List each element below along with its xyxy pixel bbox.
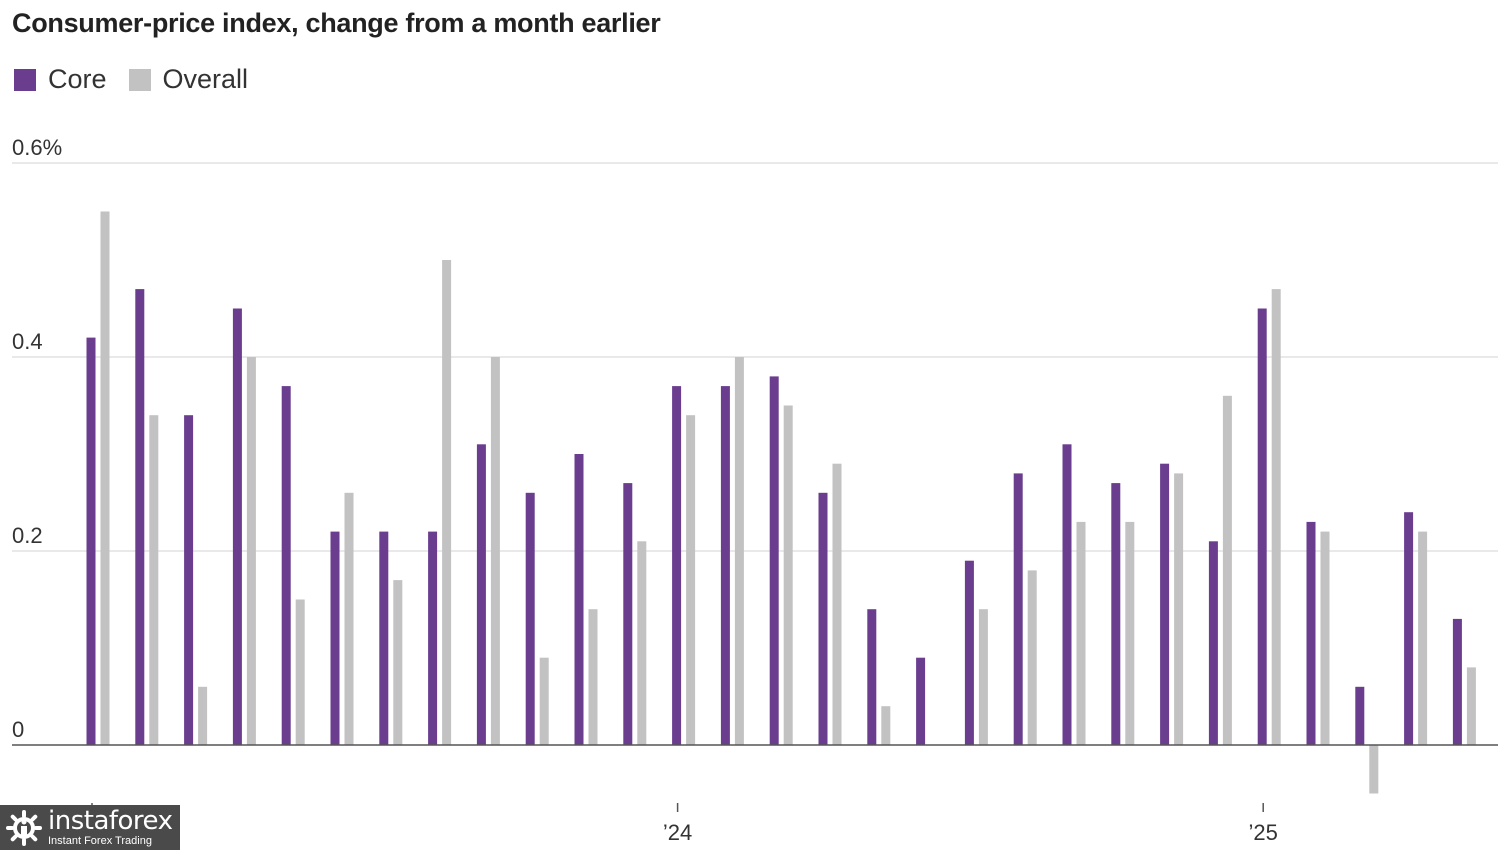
bar-overall bbox=[1271, 289, 1281, 745]
bar-overall bbox=[442, 260, 452, 745]
bar-core bbox=[964, 560, 974, 745]
bar-core bbox=[1111, 483, 1121, 745]
bar-core bbox=[379, 531, 389, 745]
bar-core bbox=[1160, 463, 1170, 745]
bar-overall bbox=[978, 609, 988, 745]
y-tick-label: 0.6% bbox=[12, 135, 62, 160]
bar-core bbox=[184, 415, 194, 745]
y-tick-label: 0 bbox=[12, 717, 24, 742]
bar-overall bbox=[1027, 570, 1037, 745]
bar-overall bbox=[588, 609, 598, 745]
bar-overall bbox=[149, 415, 159, 745]
bar-overall bbox=[198, 686, 208, 745]
instaforex-logo-icon bbox=[6, 809, 42, 846]
bar-core bbox=[232, 308, 242, 745]
bar-core bbox=[1208, 541, 1218, 745]
bar-core bbox=[1404, 512, 1414, 745]
bar-overall bbox=[1369, 745, 1379, 794]
bar-overall bbox=[734, 357, 744, 745]
bar-core bbox=[1257, 308, 1267, 745]
bar-overall bbox=[393, 580, 403, 745]
bar-core bbox=[281, 386, 291, 745]
legend-swatch-overall bbox=[128, 68, 151, 91]
legend-item-overall: Overall bbox=[128, 64, 249, 95]
bar-overall bbox=[637, 541, 647, 745]
bar-core bbox=[135, 289, 145, 745]
bar-overall bbox=[881, 706, 891, 745]
bar-overall bbox=[295, 599, 305, 745]
bar-overall bbox=[783, 405, 793, 745]
bar-core bbox=[574, 454, 584, 745]
bar-overall bbox=[1466, 667, 1476, 745]
bar-overall bbox=[344, 492, 354, 745]
y-tick-label: 0.2 bbox=[12, 523, 43, 548]
bar-core bbox=[525, 492, 535, 745]
bar-core bbox=[623, 483, 633, 745]
gridlines bbox=[12, 162, 1498, 552]
bar-core bbox=[720, 386, 730, 745]
bar-overall bbox=[1076, 521, 1086, 745]
bar-overall bbox=[100, 211, 110, 745]
y-tick-label: 0.4 bbox=[12, 329, 43, 354]
bars bbox=[86, 211, 1476, 794]
legend-label-overall: Overall bbox=[162, 64, 249, 94]
bar-core bbox=[818, 492, 828, 745]
x-tick-label: ’25 bbox=[1249, 820, 1278, 845]
bar-overall bbox=[490, 357, 500, 745]
bar-core bbox=[867, 609, 877, 745]
bar-overall bbox=[246, 357, 256, 745]
bar-overall bbox=[1174, 473, 1184, 745]
chart-title: Consumer-price index, change from a mont… bbox=[12, 8, 661, 38]
bar-core bbox=[86, 337, 96, 745]
bar-overall bbox=[1418, 531, 1428, 745]
bar-core bbox=[769, 376, 779, 745]
bar-overall bbox=[832, 463, 842, 745]
bar-core bbox=[672, 386, 682, 745]
legend: Core Overall bbox=[14, 64, 270, 95]
watermark: instaforex Instant Forex Trading bbox=[0, 805, 180, 850]
bar-overall bbox=[1222, 395, 1232, 745]
legend-label-core: Core bbox=[48, 64, 107, 94]
x-axis bbox=[12, 744, 1498, 812]
watermark-tagline: Instant Forex Trading bbox=[48, 835, 152, 847]
bar-core bbox=[1013, 473, 1023, 745]
bar-core bbox=[330, 531, 340, 745]
bar-core bbox=[916, 657, 926, 745]
legend-item-core: Core bbox=[14, 64, 107, 95]
bar-core bbox=[1062, 444, 1072, 745]
watermark-brand: instaforex bbox=[48, 806, 173, 836]
bar-core bbox=[1355, 686, 1365, 745]
bar-overall bbox=[686, 415, 696, 745]
legend-swatch-core bbox=[14, 68, 36, 91]
bar-core bbox=[1452, 618, 1462, 745]
bar-core bbox=[428, 531, 438, 745]
bar-core bbox=[1306, 521, 1316, 745]
bar-overall bbox=[1320, 531, 1330, 745]
bar-overall bbox=[539, 657, 549, 745]
bar-overall bbox=[1125, 521, 1135, 745]
bar-core bbox=[476, 444, 486, 745]
x-tick-label: ’24 bbox=[663, 820, 692, 845]
